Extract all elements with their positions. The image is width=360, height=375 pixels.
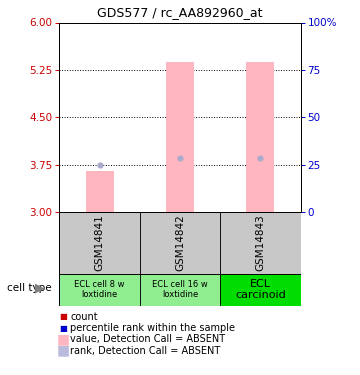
- Bar: [246, 62, 274, 212]
- Text: value, Detection Call = ABSENT: value, Detection Call = ABSENT: [70, 334, 225, 344]
- Text: count: count: [70, 312, 98, 322]
- Bar: [166, 62, 194, 212]
- Bar: [86, 171, 114, 212]
- Text: GSM14843: GSM14843: [255, 214, 265, 271]
- Point: [257, 155, 263, 161]
- Text: ECL cell 8 w
loxtidine: ECL cell 8 w loxtidine: [75, 280, 125, 299]
- Bar: [220, 212, 301, 274]
- Text: ▶: ▶: [35, 281, 44, 294]
- Bar: [59, 212, 140, 274]
- Point: [97, 162, 103, 168]
- Bar: [59, 274, 140, 306]
- Text: GSM14841: GSM14841: [95, 214, 105, 271]
- Text: GSM14842: GSM14842: [175, 214, 185, 271]
- Text: ■: ■: [57, 344, 69, 358]
- Text: ECL
carcinoid: ECL carcinoid: [235, 279, 286, 300]
- Bar: [140, 212, 220, 274]
- Text: ECL cell 16 w
loxtidine: ECL cell 16 w loxtidine: [152, 280, 208, 299]
- Text: ■: ■: [59, 312, 67, 321]
- Point: [177, 155, 183, 161]
- Bar: [220, 274, 301, 306]
- Title: GDS577 / rc_AA892960_at: GDS577 / rc_AA892960_at: [97, 6, 263, 18]
- Text: percentile rank within the sample: percentile rank within the sample: [70, 323, 235, 333]
- Text: rank, Detection Call = ABSENT: rank, Detection Call = ABSENT: [70, 346, 220, 355]
- Text: ■: ■: [59, 324, 67, 333]
- Bar: [140, 274, 220, 306]
- Text: ■: ■: [57, 332, 69, 346]
- Text: cell type: cell type: [7, 283, 52, 293]
